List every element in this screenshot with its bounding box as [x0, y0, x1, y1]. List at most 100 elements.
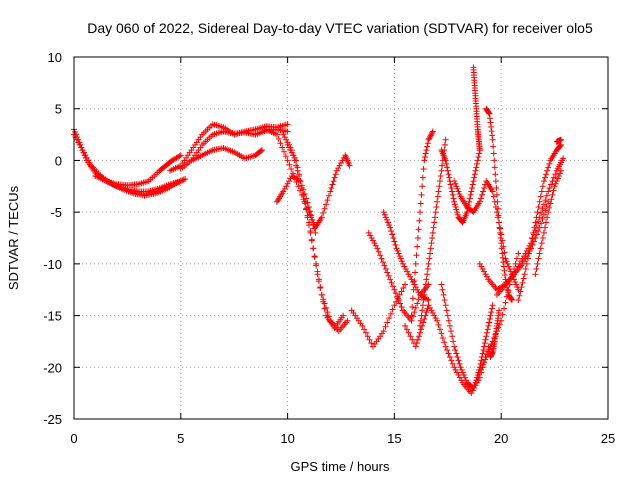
- data-point: [310, 245, 317, 252]
- data-point: [488, 305, 495, 312]
- data-point: [380, 328, 387, 335]
- data-point: [398, 288, 405, 295]
- data-point: [451, 343, 458, 350]
- data-point: [488, 123, 495, 130]
- data-point: [535, 255, 542, 262]
- data-point: [368, 340, 375, 347]
- data-point: [442, 157, 449, 164]
- data-point: [490, 150, 497, 157]
- data-point: [537, 193, 544, 200]
- data-point: [491, 157, 498, 164]
- data-point: [294, 164, 301, 171]
- data-points: [71, 64, 567, 397]
- data-point: [421, 291, 428, 298]
- data-point: [424, 296, 431, 303]
- data-point: [409, 303, 416, 310]
- data-point: [425, 136, 432, 143]
- y-tick-label: -20: [43, 360, 62, 375]
- data-point: [437, 172, 444, 179]
- data-point: [420, 166, 427, 173]
- data-point: [362, 329, 369, 336]
- data-point: [523, 253, 530, 260]
- data-point: [451, 364, 458, 371]
- data-point: [338, 160, 344, 167]
- data-point: [401, 263, 408, 270]
- data-point: [370, 237, 377, 244]
- data-point: [413, 340, 420, 347]
- y-tick-label: 10: [48, 50, 62, 65]
- series-arc-26: [553, 136, 565, 145]
- data-point: [309, 216, 316, 223]
- data-point: [489, 132, 496, 139]
- data-point: [469, 181, 476, 188]
- data-point: [531, 224, 538, 231]
- data-point: [429, 235, 436, 241]
- data-point: [476, 147, 483, 154]
- data-point: [383, 216, 390, 223]
- data-point: [441, 297, 448, 304]
- data-point: [435, 188, 442, 195]
- data-point: [439, 334, 446, 341]
- data-point: [407, 333, 414, 340]
- data-point: [318, 214, 325, 221]
- y-tick-label: -10: [43, 257, 62, 272]
- data-point: [402, 322, 409, 329]
- data-point: [300, 191, 307, 198]
- data-point: [500, 263, 507, 270]
- data-point: [388, 279, 395, 286]
- data-point: [281, 185, 288, 192]
- data-point: [303, 206, 310, 213]
- data-point: [454, 353, 461, 360]
- data-point: [381, 262, 388, 269]
- data-point: [537, 245, 544, 252]
- data-point: [490, 143, 497, 150]
- data-point: [331, 174, 338, 181]
- data-point: [500, 259, 507, 266]
- data-point: [533, 266, 540, 273]
- data-point: [387, 310, 394, 317]
- data-point: [453, 183, 460, 190]
- data-point: [448, 328, 455, 335]
- data-point: [176, 153, 183, 160]
- series-arc-16: [417, 136, 449, 329]
- data-point: [442, 302, 449, 309]
- data-point: [535, 228, 542, 235]
- data-point: [501, 272, 508, 279]
- data-point: [476, 260, 483, 267]
- y-tick-label: 5: [55, 102, 62, 117]
- data-point: [281, 134, 288, 141]
- data-point: [444, 167, 451, 174]
- data-point: [488, 309, 495, 316]
- data-point: [513, 281, 520, 288]
- data-point: [80, 149, 87, 156]
- data-point: [412, 343, 419, 350]
- data-point: [462, 377, 469, 384]
- data-point: [288, 149, 295, 156]
- data-point: [545, 164, 552, 171]
- data-point: [284, 180, 291, 187]
- data-point: [418, 326, 425, 333]
- data-point: [291, 154, 298, 161]
- series-arc-3: [92, 152, 184, 189]
- data-point: [277, 140, 284, 147]
- data-point: [549, 191, 556, 198]
- data-point: [284, 128, 291, 135]
- data-point: [493, 191, 500, 198]
- data-point: [455, 188, 462, 195]
- data-point: [392, 241, 399, 248]
- data-point: [478, 263, 485, 270]
- data-point: [481, 340, 488, 347]
- data-point: [491, 164, 498, 171]
- data-point: [377, 252, 384, 259]
- data-point: [446, 178, 453, 185]
- data-point: [450, 195, 457, 202]
- data-point: [395, 250, 402, 257]
- data-point: [501, 282, 508, 289]
- data-point: [72, 134, 79, 141]
- series-arc-15: [408, 128, 436, 319]
- data-point: [388, 228, 395, 235]
- data-point: [545, 188, 552, 195]
- data-point: [504, 260, 511, 267]
- data-point: [439, 162, 446, 169]
- data-point: [445, 317, 452, 324]
